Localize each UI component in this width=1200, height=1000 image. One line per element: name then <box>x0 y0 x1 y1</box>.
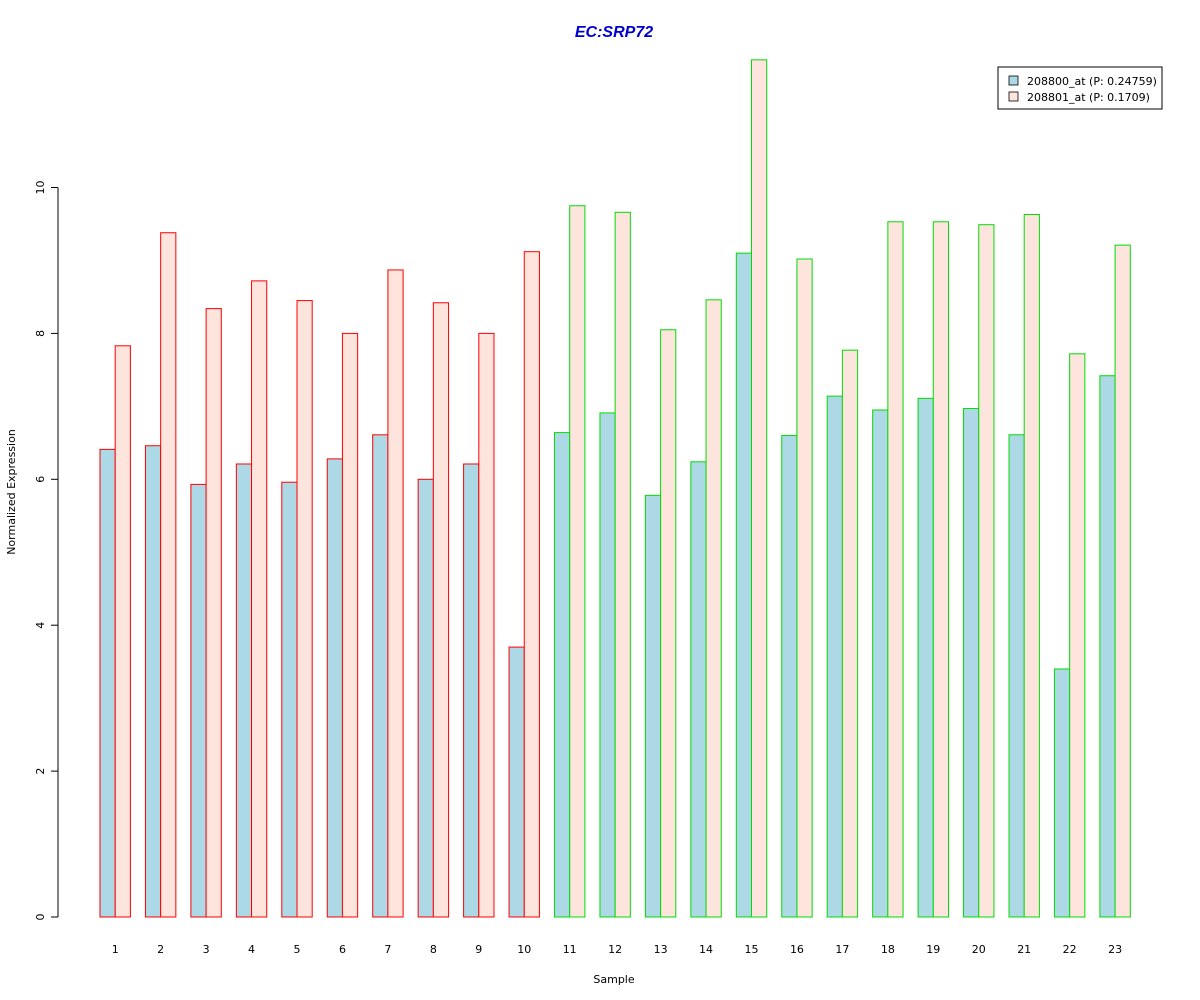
x-tick-label: 4 <box>248 943 255 956</box>
bar-208801-at <box>796 258 813 918</box>
x-tick-label: 1 <box>112 943 119 956</box>
bar-208801-at <box>887 221 904 918</box>
x-tick-label: 12 <box>608 943 622 956</box>
legend-swatch <box>1008 75 1019 86</box>
bar-208800-at <box>1053 668 1071 918</box>
x-tick-label: 23 <box>1108 943 1122 956</box>
x-tick-label: 11 <box>563 943 577 956</box>
legend: 208800_at (P: 0.24759) 208801_at (P: 0.1… <box>997 66 1163 110</box>
bar-208800-at <box>554 432 571 918</box>
x-tick-label: 10 <box>517 943 531 956</box>
bar-208801-at <box>751 59 768 918</box>
bar-208801-at <box>1023 213 1040 918</box>
legend-box <box>997 66 1163 110</box>
x-tick-label: 13 <box>654 943 668 956</box>
bar-208800-at <box>872 409 889 918</box>
x-tick-label: 22 <box>1063 943 1077 956</box>
bar-208800-at <box>417 478 434 918</box>
x-tick-label: 8 <box>430 943 437 956</box>
x-tick-label: 18 <box>881 943 895 956</box>
bar-208801-at <box>569 205 586 918</box>
x-tick-label: 2 <box>157 943 164 956</box>
bar-208800-at <box>599 412 616 918</box>
bar-208800-at <box>735 252 752 918</box>
legend-entry: 208801_at (P: 0.1709) <box>1027 91 1150 104</box>
x-tick-labels: 1 2 3 4 5 6 7 8 9 10 11 12 13 14 15 16 17 18 19 20 21 22 23 <box>112 943 1122 956</box>
x-tick-label: 17 <box>835 943 849 956</box>
bar-208800-at <box>99 448 116 918</box>
x-tick-label: 16 <box>790 943 804 956</box>
x-tick-label: 6 <box>339 943 346 956</box>
x-tick-label: 20 <box>972 943 986 956</box>
y-tick-label: 10 <box>34 181 47 195</box>
x-tick-label: 19 <box>926 943 940 956</box>
legend-swatch <box>1008 91 1019 102</box>
bar-208800-at <box>963 408 980 918</box>
bar-208801-at <box>1114 244 1131 918</box>
bar-208800-at <box>190 483 207 918</box>
x-tick-label: 7 <box>384 943 391 956</box>
bar-208801-at <box>296 300 313 918</box>
bar-208801-at <box>478 332 495 918</box>
bar-208800-at <box>917 397 934 918</box>
x-tick-label: 9 <box>475 943 482 956</box>
y-axis-label: Normalized Expression <box>5 429 18 555</box>
bar-208801-at <box>705 299 722 918</box>
y-tick-label: 6 <box>34 476 47 483</box>
bar-208801-at <box>841 349 859 918</box>
bar-208801-at <box>160 232 177 918</box>
bar-208800-at <box>644 494 662 918</box>
bar-208801-at <box>1069 353 1086 918</box>
x-tick-label: 3 <box>203 943 210 956</box>
bar-208801-at <box>660 329 677 918</box>
y-axis: 0 2 4 6 8 10 <box>34 181 59 921</box>
bar-208801-at <box>614 211 631 918</box>
bar-208801-at <box>251 280 268 918</box>
x-tick-label: 15 <box>745 943 759 956</box>
x-axis-label: Sample <box>593 973 634 986</box>
bar-208801-at <box>341 332 359 918</box>
bar-208800-at <box>372 434 389 918</box>
bar-208801-at <box>978 224 995 918</box>
bar-208801-at <box>114 345 131 918</box>
bar-208800-at <box>144 445 162 918</box>
bar-208800-at <box>690 461 707 918</box>
bar-208800-at <box>326 458 343 918</box>
bar-208800-at <box>1008 434 1025 918</box>
bar-208800-at <box>235 463 253 918</box>
bar-208800-at <box>281 481 298 918</box>
bar-208801-at <box>205 308 222 918</box>
bars-group <box>99 59 1131 918</box>
y-tick-label: 0 <box>34 914 47 921</box>
bar-208801-at <box>387 269 404 918</box>
legend-entry: 208800_at (P: 0.24759) <box>1027 75 1157 88</box>
bar-208800-at <box>781 435 798 918</box>
y-tick-label: 2 <box>34 768 47 775</box>
bar-208801-at <box>523 251 540 918</box>
bar-208800-at <box>508 646 525 918</box>
bar-208801-at <box>932 221 949 918</box>
x-tick-label: 14 <box>699 943 713 956</box>
x-tick-label: 5 <box>294 943 301 956</box>
y-tick-label: 4 <box>34 622 47 629</box>
chart-title: EC:SRP72 <box>575 24 653 41</box>
y-tick-label: 8 <box>34 330 47 337</box>
bar-208800-at <box>826 395 843 918</box>
bar-208800-at <box>463 463 480 918</box>
x-tick-label: 21 <box>1017 943 1031 956</box>
bar-208800-at <box>1099 375 1116 918</box>
bar-208801-at <box>432 302 450 918</box>
